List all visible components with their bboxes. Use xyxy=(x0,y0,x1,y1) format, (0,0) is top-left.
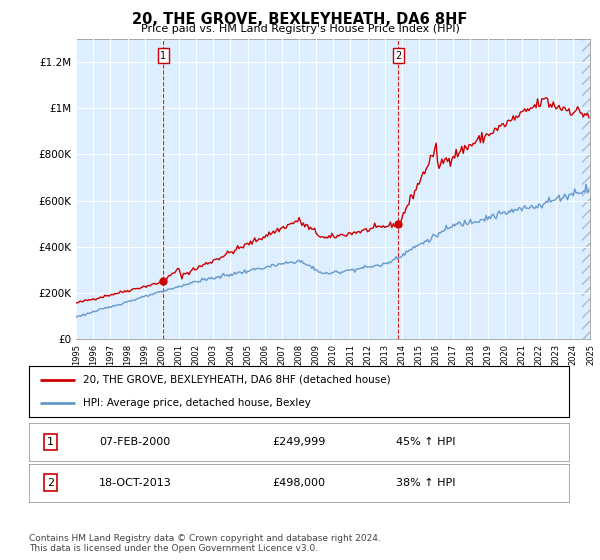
Text: 18-OCT-2013: 18-OCT-2013 xyxy=(99,478,172,488)
Text: 1: 1 xyxy=(160,50,166,60)
Text: Contains HM Land Registry data © Crown copyright and database right 2024.
This d: Contains HM Land Registry data © Crown c… xyxy=(29,534,380,553)
Text: HPI: Average price, detached house, Bexley: HPI: Average price, detached house, Bexl… xyxy=(83,398,311,408)
Text: 45% ↑ HPI: 45% ↑ HPI xyxy=(396,437,455,447)
Text: £249,999: £249,999 xyxy=(272,437,325,447)
Text: 2: 2 xyxy=(395,50,401,60)
Text: 1: 1 xyxy=(47,437,54,447)
Text: 07-FEB-2000: 07-FEB-2000 xyxy=(99,437,170,447)
Bar xyxy=(582,39,590,339)
Text: Price paid vs. HM Land Registry's House Price Index (HPI): Price paid vs. HM Land Registry's House … xyxy=(140,24,460,34)
Text: 38% ↑ HPI: 38% ↑ HPI xyxy=(396,478,455,488)
Text: 2: 2 xyxy=(47,478,54,488)
Bar xyxy=(582,39,590,339)
Text: 20, THE GROVE, BEXLEYHEATH, DA6 8HF (detached house): 20, THE GROVE, BEXLEYHEATH, DA6 8HF (det… xyxy=(83,375,391,385)
Text: 20, THE GROVE, BEXLEYHEATH, DA6 8HF: 20, THE GROVE, BEXLEYHEATH, DA6 8HF xyxy=(133,12,467,27)
Text: £498,000: £498,000 xyxy=(272,478,325,488)
